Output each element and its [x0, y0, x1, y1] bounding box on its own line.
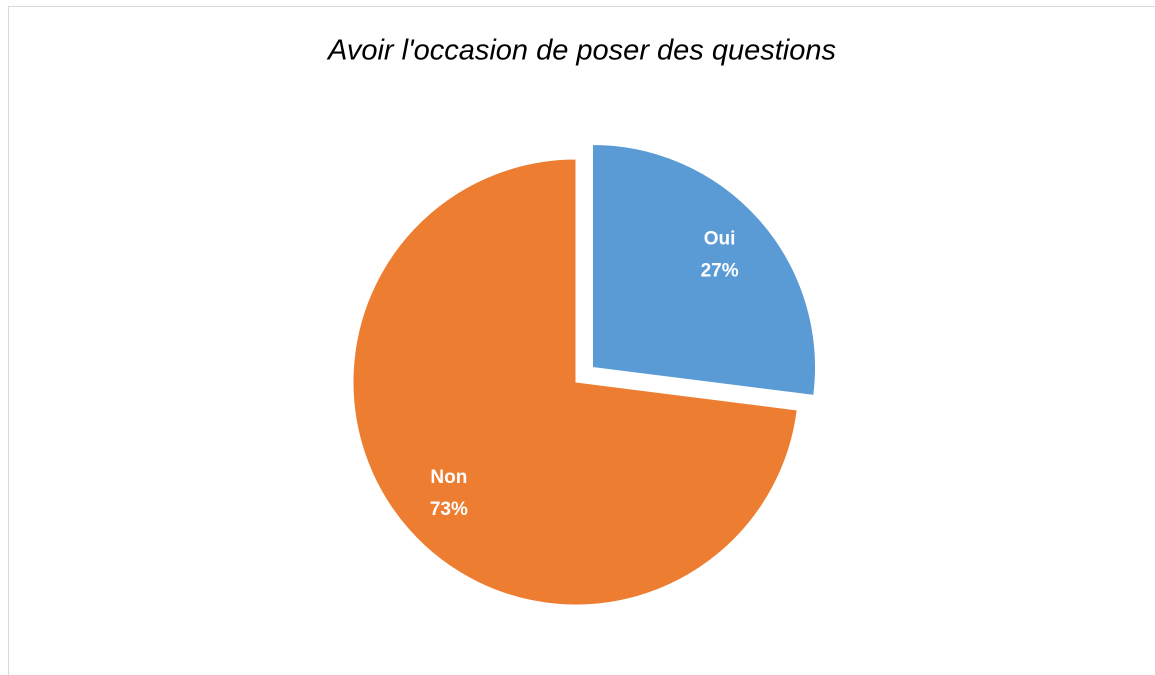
slice-category-label: Oui [704, 228, 736, 249]
slice-value-label: 73% [430, 499, 468, 520]
slice-value-label: 27% [701, 260, 739, 281]
pie-slice [352, 158, 798, 606]
chart-title: Avoir l'occasion de poser des questions [326, 35, 836, 67]
pie-slice [592, 143, 816, 396]
slice-category-label: Non [430, 467, 467, 488]
